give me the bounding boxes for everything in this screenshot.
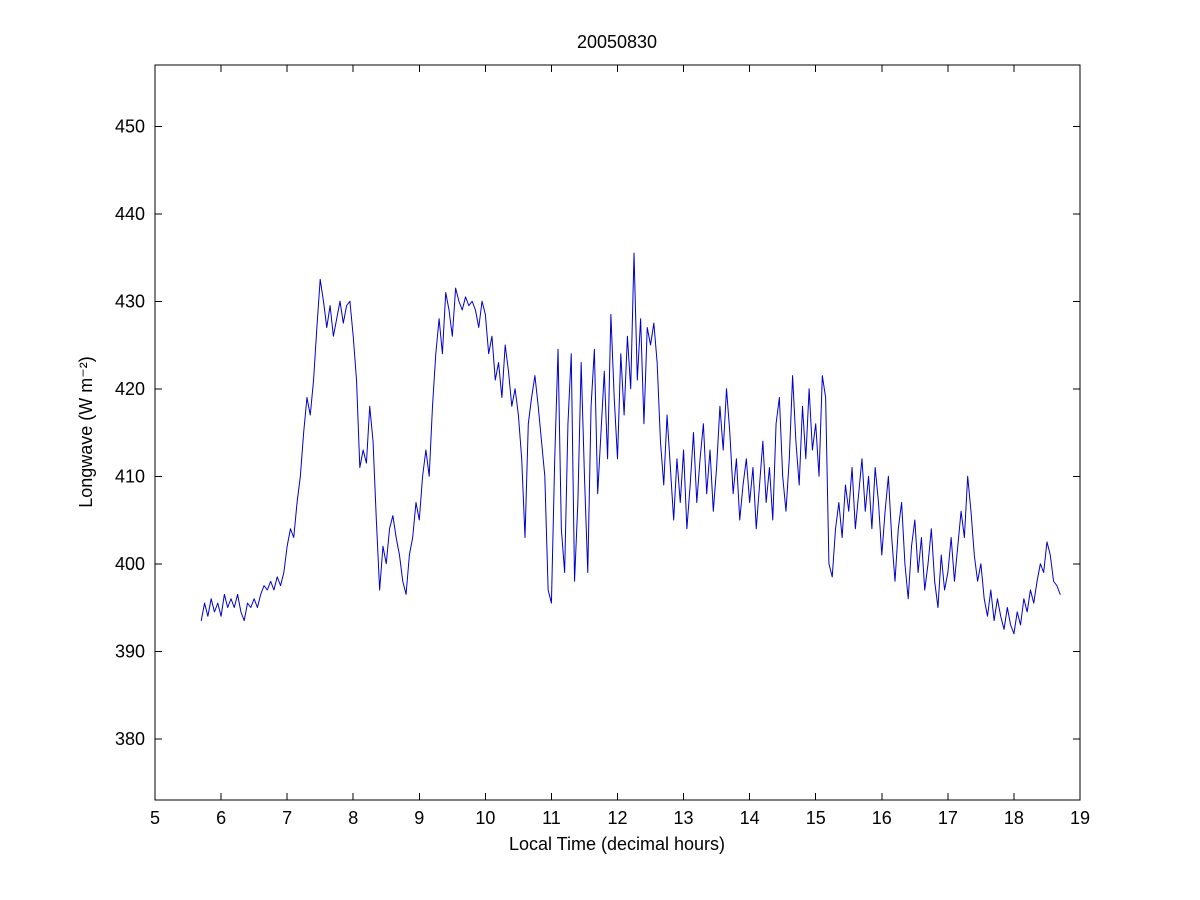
x-tick-label: 12: [607, 808, 627, 828]
x-tick-label: 18: [1004, 808, 1024, 828]
y-tick-label: 380: [115, 729, 145, 749]
x-tick-label: 10: [475, 808, 495, 828]
x-tick-label: 8: [348, 808, 358, 828]
y-tick-label: 420: [115, 379, 145, 399]
data-line: [200, 252, 1061, 635]
x-tick-label: 15: [806, 808, 826, 828]
x-tick-label: 7: [282, 808, 292, 828]
x-tick-label: 6: [216, 808, 226, 828]
x-tick-label: 14: [740, 808, 760, 828]
chart-title: 20050830: [577, 32, 657, 52]
x-tick-label: 17: [938, 808, 958, 828]
axes-box: [154, 64, 1081, 801]
plot-area: 5 6 7 8 9 10 11 12 13 14 15 16 17 18 19 380 390 400 410 420…: [115, 64, 1090, 828]
y-tick-label: 440: [115, 204, 145, 224]
x-tick-label: 9: [414, 808, 424, 828]
y-tick-label: 450: [115, 116, 145, 136]
x-tick-label: 5: [150, 808, 160, 828]
y-tick-label: 400: [115, 554, 145, 574]
x-tick-label: 13: [674, 808, 694, 828]
x-axis-label: Local Time (decimal hours): [509, 834, 725, 854]
x-tick-label: 11: [542, 808, 561, 828]
x-tick-label: 16: [872, 808, 892, 828]
y-axis-label: Longwave (W m⁻²): [76, 356, 96, 508]
y-tick-label: 410: [115, 466, 145, 486]
x-tick-label: 19: [1070, 808, 1090, 828]
y-tick-label: 430: [115, 291, 145, 311]
y-tick-label: 390: [115, 641, 145, 661]
